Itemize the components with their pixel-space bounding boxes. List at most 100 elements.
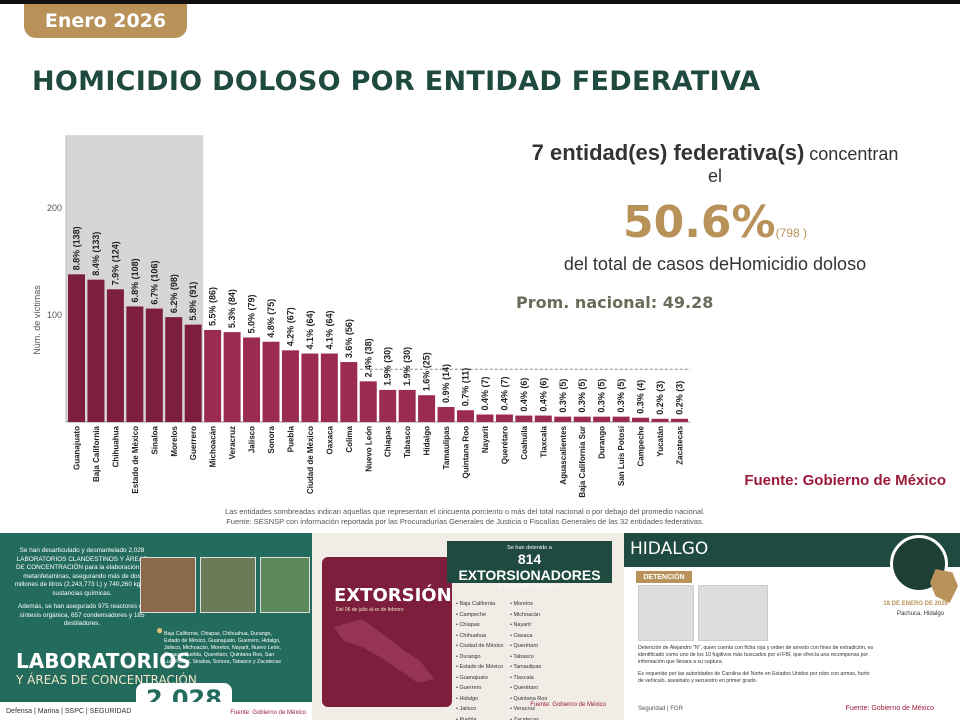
summary-percent-count: (798 ) xyxy=(775,226,807,240)
x-tick-label: Baja California Sur xyxy=(578,426,587,498)
bar xyxy=(68,274,85,422)
y-axis-label: Núm. de víctimas xyxy=(32,285,42,355)
lab-photo-2 xyxy=(200,557,256,613)
state-list-item: • Guerrero xyxy=(456,685,482,691)
x-tick-label: Sonora xyxy=(267,425,276,453)
footnote-line-1: Las entidades sombreadas indican aquella… xyxy=(225,507,705,516)
average-label: Prom. nacional: 49.28 xyxy=(516,293,714,312)
card2-title: EXTORSIÓN xyxy=(334,585,452,606)
data-label: 0.3% (5) xyxy=(558,379,568,413)
bar xyxy=(457,410,474,422)
state-list-item: • Estado de México xyxy=(456,664,504,670)
location-pin-icon: ● xyxy=(156,623,164,637)
bar xyxy=(554,416,572,422)
card2-banner-sub: en las entidades federativas de: xyxy=(497,583,562,588)
data-label: 0.3% (5) xyxy=(597,379,607,413)
x-tick-label: Querétaro xyxy=(500,426,509,464)
bar-chart: 100 200 Núm. de víctimas 8.8% (138) Guanajua… xyxy=(32,135,691,498)
x-tick-label: Estado de México xyxy=(131,426,140,494)
state-list-item: • Hidalgo xyxy=(456,695,479,702)
data-label: 4.2% (67) xyxy=(285,307,295,346)
bar xyxy=(573,416,591,422)
bar xyxy=(534,415,552,422)
x-tick-label: Quintana Roo xyxy=(462,426,471,479)
state-list-item: • Tamaulipas xyxy=(510,664,542,670)
x-tick-label: Tabasco xyxy=(403,426,412,458)
state-list-item: • Chihuahua xyxy=(456,632,487,639)
x-tick-label: Hidalgo xyxy=(423,426,432,455)
source-label: Fuente: Gobierno de México xyxy=(744,472,946,489)
bar xyxy=(495,414,513,422)
state-list-item: • Tlaxcala xyxy=(510,674,534,681)
bar xyxy=(184,324,202,422)
state-list-item: • Chiapas xyxy=(456,622,480,628)
data-label: 0.2% (3) xyxy=(655,381,665,415)
data-label: 7.9% (124) xyxy=(110,241,120,285)
data-label: 3.6% (56) xyxy=(344,319,354,358)
x-tick-label: Baja California xyxy=(92,425,101,482)
lab-photo-1 xyxy=(140,557,196,613)
data-label: 5.3% (84) xyxy=(227,289,237,328)
x-tick-label: Tlaxcala xyxy=(539,425,548,457)
card1-text: Se han desarticulado y desmantelado 2,02… xyxy=(14,547,150,597)
bar xyxy=(612,416,630,422)
data-label: 0.4% (7) xyxy=(499,376,509,410)
x-tick-label: Chiapas xyxy=(384,425,393,457)
summary-line3: del total de casos deHomicidio doloso xyxy=(563,254,867,274)
card1-title: LABORATORIOS xyxy=(16,649,191,673)
data-label: 6.8% (108) xyxy=(130,258,140,302)
x-tick-label: Jalisco xyxy=(248,426,257,453)
bar xyxy=(223,332,241,422)
data-label: 0.7% (11) xyxy=(461,368,471,407)
card3-date: 18 DE ENERO DE 2026 xyxy=(883,601,948,607)
y-tick-label: 100 xyxy=(47,310,62,320)
state-list-item: • Oaxaca xyxy=(510,632,533,639)
card3-text2: Es requerido por las autoridades de Caro… xyxy=(638,671,870,684)
x-tick-label: Guanajuato xyxy=(73,426,82,470)
x-tick-label: Coahuila xyxy=(520,425,529,459)
bar xyxy=(281,350,299,422)
x-tick-label: Chihuahua xyxy=(111,425,120,467)
card2-state-list-1: • Baja California • Campeche • Chiapas • Ch… xyxy=(456,599,503,720)
bar xyxy=(593,416,611,422)
y-tick-label: 200 xyxy=(47,203,62,213)
card3-badge: DETENCIÓN xyxy=(636,571,692,583)
card2-source: Fuente: Gobierno de México xyxy=(530,702,606,708)
data-label: 8.4% (133) xyxy=(91,232,101,276)
extorsion-panel xyxy=(322,557,452,707)
state-list-item: • Nayarit xyxy=(510,622,531,628)
bar xyxy=(670,418,688,422)
summary-block: 7 entidad(es) federativa(s) concentran e… xyxy=(530,140,900,275)
footnote: Las entidades sombreadas indican aquella… xyxy=(0,507,930,527)
top-border xyxy=(0,0,960,4)
bar xyxy=(632,417,650,422)
summary-percent: 50.6% xyxy=(622,197,776,248)
data-label: 1.6% (25) xyxy=(422,352,432,391)
bar xyxy=(301,353,319,422)
card3-place: Pachuca, Hidalgo xyxy=(896,611,944,617)
state-list-item: • Quintana Roo xyxy=(510,695,548,702)
x-tick-label: Morelos xyxy=(170,425,179,456)
detainee-photo xyxy=(638,585,694,641)
bar xyxy=(437,407,455,422)
lab-photo-3 xyxy=(260,557,310,613)
x-tick-label: Puebla xyxy=(286,425,295,452)
state-list-item: • Tabasco xyxy=(510,653,534,660)
bar xyxy=(359,381,377,422)
data-label: 8.8% (138) xyxy=(72,226,82,270)
data-label: 0.4% (6) xyxy=(519,378,529,412)
card3-logos: Seguridad | FGR xyxy=(638,706,683,712)
x-tick-label: Veracruz xyxy=(228,426,237,459)
state-list-item: • Baja California xyxy=(456,601,496,607)
data-label: 0.4% (7) xyxy=(480,376,490,410)
data-label: 0.3% (4) xyxy=(636,380,646,414)
state-list-item: • Morelos xyxy=(510,601,534,607)
data-label: 5.5% (86) xyxy=(208,287,218,326)
state-list-item: • Querétaro xyxy=(510,685,539,691)
card2-state-list-2: • Morelos • Michoacán • Nayarit • Oaxaca • Q… xyxy=(510,599,547,720)
summary-line1-rest: concentran el xyxy=(707,144,899,186)
x-tick-label: Nuevo León xyxy=(364,426,373,472)
bar xyxy=(515,415,533,422)
state-list-item: • Jalisco xyxy=(456,706,477,712)
arrest-photo xyxy=(698,585,768,641)
